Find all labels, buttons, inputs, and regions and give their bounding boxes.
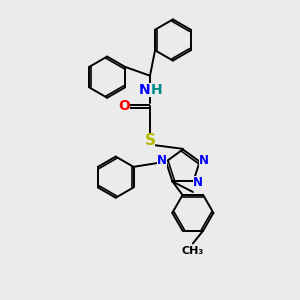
Text: N: N xyxy=(193,176,202,189)
Text: O: O xyxy=(118,99,130,113)
Text: N: N xyxy=(157,154,167,167)
Text: CH₃: CH₃ xyxy=(182,246,204,256)
Text: N: N xyxy=(199,154,209,167)
Text: S: S xyxy=(145,133,155,148)
Text: N: N xyxy=(139,83,151,97)
Text: H: H xyxy=(151,83,162,97)
